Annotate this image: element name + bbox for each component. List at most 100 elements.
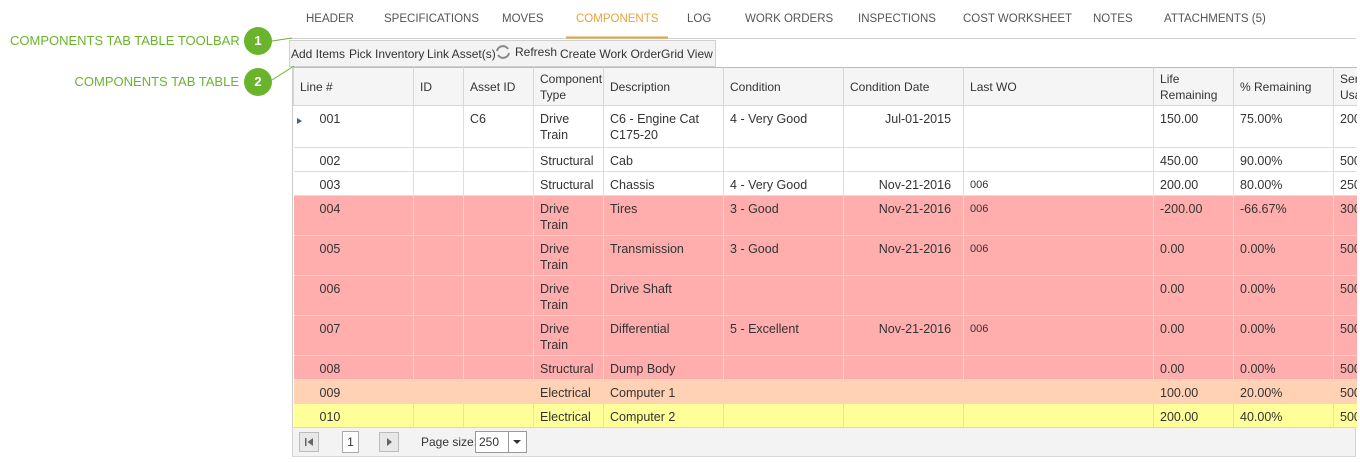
table-row[interactable]: 007 Drive Train Differential 5 - Excellent N… [293, 315, 1357, 356]
table-row[interactable]: 004 Drive Train Tires 3 - Good Nov-21-2016 00… [293, 195, 1357, 236]
table-cell [463, 147, 535, 172]
table-cell: Drive Shaft [603, 275, 725, 316]
table-row[interactable]: 005 Drive Train Transmission 3 - Good Nov-21… [293, 235, 1357, 276]
table-row[interactable]: 003 Structural Chassis 4 - Very Good Nov-21-… [293, 171, 1357, 196]
table-cell [723, 379, 845, 404]
toolbar-button[interactable]: Refresh [515, 45, 558, 59]
column-header[interactable]: Description [603, 67, 725, 106]
page-size-label: Page size: [421, 435, 478, 449]
toolbar-button[interactable]: Link Asset(s) [427, 47, 496, 61]
tab[interactable]: NOTES [1093, 13, 1133, 25]
table-cell: 500 [1333, 403, 1357, 427]
column-header[interactable]: ID [413, 67, 465, 106]
row-expander[interactable] [293, 105, 314, 148]
table-cell: 500 [1333, 235, 1357, 276]
table-cell: 500 [1333, 315, 1357, 356]
table-cell [463, 171, 535, 196]
table-cell: 004 [313, 195, 415, 236]
table-cell: 4 - Very Good [723, 171, 845, 196]
page-number[interactable]: 1 [342, 431, 359, 453]
table-cell [843, 355, 965, 380]
tab[interactable]: LOG [687, 13, 712, 25]
table-cell: 500 [1333, 147, 1357, 172]
table-cell: C6 - Engine Cat C175-20 [603, 105, 725, 148]
table-cell: Electrical [533, 379, 605, 404]
table-cell: 300 [1333, 195, 1357, 236]
table-cell [413, 105, 465, 148]
next-page-button[interactable] [379, 432, 399, 452]
table-cell [463, 379, 535, 404]
toolbar-button[interactable]: Create Work Order [560, 47, 662, 61]
table-cell: 80.00% [1233, 171, 1335, 196]
page-size-select[interactable]: 250 [475, 431, 527, 453]
table-cell [463, 195, 535, 236]
table-cell [843, 275, 965, 316]
table-cell: Structural [533, 355, 605, 380]
tab[interactable]: MOVES [502, 13, 544, 25]
table-cell: 006 [313, 275, 415, 316]
table-cell: Chassis [603, 171, 725, 196]
callout-label: COMPONENTS TAB TABLE TOOLBAR [10, 33, 240, 48]
table: Line # ID Asset ID Component Type Descriptio… [293, 67, 1357, 427]
column-header[interactable]: Service Usage [1333, 67, 1357, 106]
column-header[interactable]: Condition Date [843, 67, 965, 106]
table-cell [463, 403, 535, 427]
table-cell [413, 171, 465, 196]
column-header[interactable]: Component Type [533, 67, 605, 106]
column-header[interactable]: Condition [723, 67, 845, 106]
table-cell: Nov-21-2016 [843, 235, 965, 276]
table-cell: Structural [533, 147, 605, 172]
toolbar-button[interactable]: Grid View [661, 47, 713, 61]
column-header[interactable]: Last WO [963, 67, 1155, 106]
table-row[interactable]: 001 C6 Drive Train C6 - Engine Cat C175-20 4… [293, 105, 1357, 148]
tab[interactable]: WORK ORDERS [745, 13, 834, 25]
table-cell [463, 355, 535, 380]
column-header[interactable]: Life Remaining [1153, 67, 1235, 106]
tab[interactable]: ATTACHMENTS (5) [1164, 13, 1266, 25]
toolbar-button[interactable]: Pick Inventory [349, 47, 425, 61]
table-cell: 006 [963, 235, 1155, 276]
tab[interactable]: SPECIFICATIONS [384, 13, 479, 25]
tab[interactable]: INSPECTIONS [858, 13, 936, 25]
row-expander [293, 147, 314, 172]
first-page-button[interactable] [299, 432, 319, 452]
table-cell: 007 [313, 315, 415, 356]
table-cell [413, 403, 465, 427]
table-cell: 005 [313, 235, 415, 276]
column-header[interactable]: Asset ID [463, 67, 535, 106]
dropdown-arrow [508, 432, 521, 452]
column-header[interactable]: Line # [293, 67, 415, 106]
column-header[interactable]: % Remaining [1233, 67, 1335, 106]
tab[interactable]: HEADER [306, 13, 354, 25]
table-cell: 3 - Good [723, 235, 845, 276]
table-cell: 0.00 [1153, 275, 1235, 316]
table-cell: Dump Body [603, 355, 725, 380]
table-cell [413, 235, 465, 276]
table-cell: 0.00 [1153, 235, 1235, 276]
callout-badge: 1 [244, 27, 272, 55]
callout-badge: 2 [244, 68, 272, 96]
toolbar-button[interactable]: Add Items [291, 47, 346, 61]
table-cell [723, 147, 845, 172]
tab[interactable]: COST WORKSHEET [963, 13, 1073, 25]
table-cell: 200 [1333, 105, 1357, 148]
table-cell: 0.00 [1153, 315, 1235, 356]
table-cell: 008 [313, 355, 415, 380]
table-cell: Nov-21-2016 [843, 315, 965, 356]
callout-label: COMPONENTS TAB TABLE [74, 74, 239, 89]
table-cell: 500 [1333, 379, 1357, 404]
tab[interactable]: COMPONENTS [576, 13, 659, 25]
table-cell [463, 235, 535, 276]
table-cell: 003 [313, 171, 415, 196]
table-cell [963, 379, 1155, 404]
row-expander [293, 355, 314, 380]
table-cell: Drive Train [533, 235, 605, 276]
table-cell: Tires [603, 195, 725, 236]
page-size-value: 250 [479, 435, 500, 449]
